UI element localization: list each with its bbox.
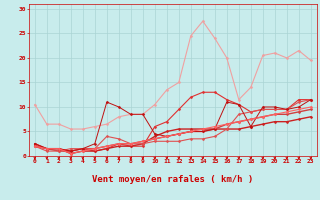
X-axis label: Vent moyen/en rafales ( km/h ): Vent moyen/en rafales ( km/h ) bbox=[92, 175, 253, 184]
